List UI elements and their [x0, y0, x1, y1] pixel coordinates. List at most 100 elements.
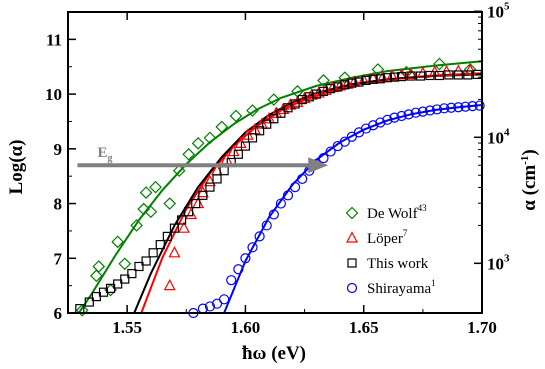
data-point [326, 80, 339, 93]
data-point [215, 120, 229, 134]
data-point [368, 120, 379, 131]
series-this-work [75, 69, 482, 314]
data-point [84, 297, 94, 307]
data-point [325, 146, 336, 157]
data-point [203, 131, 217, 145]
data-point [172, 164, 186, 178]
data-point [149, 180, 162, 194]
data-point [240, 253, 251, 264]
data-point [254, 231, 265, 242]
x-tick-label: 1.55 [112, 318, 142, 337]
data-point [297, 173, 308, 185]
data-point [262, 119, 272, 129]
data-point [305, 88, 318, 100]
data-point [405, 67, 418, 79]
data-point [434, 70, 445, 81]
data-point [354, 77, 364, 87]
data-point [267, 93, 281, 106]
right-axis-ticks: 103 104 105 [474, 0, 510, 273]
data-point [318, 153, 329, 164]
data-markers [75, 57, 485, 319]
y-tick-label: 9 [54, 140, 63, 159]
data-point [403, 109, 414, 120]
right-tick-label: 105 [487, 0, 510, 21]
data-point [425, 70, 435, 81]
data-point [247, 133, 258, 143]
legend-marker [347, 258, 357, 268]
data-point [263, 111, 276, 124]
data-point [463, 70, 473, 80]
series-shirayama [188, 100, 485, 319]
data-point [182, 147, 195, 161]
data-point [92, 260, 106, 273]
data-point [333, 82, 343, 92]
data-point [185, 207, 198, 220]
legend-label: Löper7 [367, 228, 408, 247]
data-point [406, 71, 416, 81]
data-point [339, 136, 350, 147]
data-point [144, 205, 158, 219]
data-point [376, 70, 389, 83]
series-de-wolf [75, 57, 477, 317]
data-point [111, 235, 125, 249]
data-point [134, 261, 144, 272]
data-point [275, 198, 287, 209]
data-point [311, 89, 321, 99]
data-point [90, 269, 103, 283]
legend-label: This work [367, 256, 429, 272]
data-point [304, 92, 314, 102]
data-point [113, 279, 123, 289]
data-point [246, 104, 259, 117]
data-point [410, 107, 421, 118]
fit-line-4 [223, 104, 482, 313]
data-point [368, 74, 378, 84]
data-point [130, 219, 143, 232]
x-tick-label: 1.60 [231, 318, 261, 337]
legend: De Wolf43 Löper7 This work Shirayama1 [345, 203, 436, 297]
data-point [169, 223, 180, 233]
data-point [460, 101, 471, 112]
data-point [137, 202, 151, 216]
data-point [155, 239, 165, 250]
data-point [431, 104, 443, 115]
data-point [386, 69, 399, 81]
x-tick-label: 1.65 [349, 318, 379, 337]
data-point [162, 231, 172, 241]
data-point [118, 257, 132, 271]
legend-marker [346, 231, 358, 243]
data-point [389, 72, 400, 82]
data-point [226, 275, 237, 286]
data-point [233, 264, 244, 275]
data-point [317, 74, 330, 87]
data-point [184, 207, 194, 217]
data-point [375, 74, 385, 84]
data-point [389, 112, 400, 123]
data-point [198, 190, 208, 200]
data-point [212, 174, 222, 184]
data-point [219, 294, 230, 305]
data-point [176, 215, 187, 225]
y-tick-label: 7 [54, 249, 63, 268]
legend-label: De Wolf43 [367, 203, 427, 222]
data-point [255, 117, 268, 129]
data-point [163, 197, 177, 210]
plot-frame [67, 11, 483, 314]
band-gap-label: Eg [97, 145, 112, 164]
data-point [127, 268, 137, 279]
data-point [247, 242, 258, 253]
y-axis-title-left: Log(α) [6, 140, 27, 195]
data-point [297, 94, 307, 105]
data-point [269, 114, 279, 124]
band-gap-annotation: Eg [77, 145, 329, 174]
data-point [446, 102, 457, 113]
right-tick-label: 103 [487, 252, 510, 273]
x-axis-title: ħω (eV) [242, 343, 306, 364]
data-point [191, 198, 201, 209]
data-point [177, 221, 190, 233]
data-point [255, 126, 265, 136]
data-point [282, 190, 294, 201]
y-tick-label: 8 [54, 195, 63, 214]
x-tick-label: 1.70 [467, 318, 497, 337]
data-point [139, 186, 153, 199]
